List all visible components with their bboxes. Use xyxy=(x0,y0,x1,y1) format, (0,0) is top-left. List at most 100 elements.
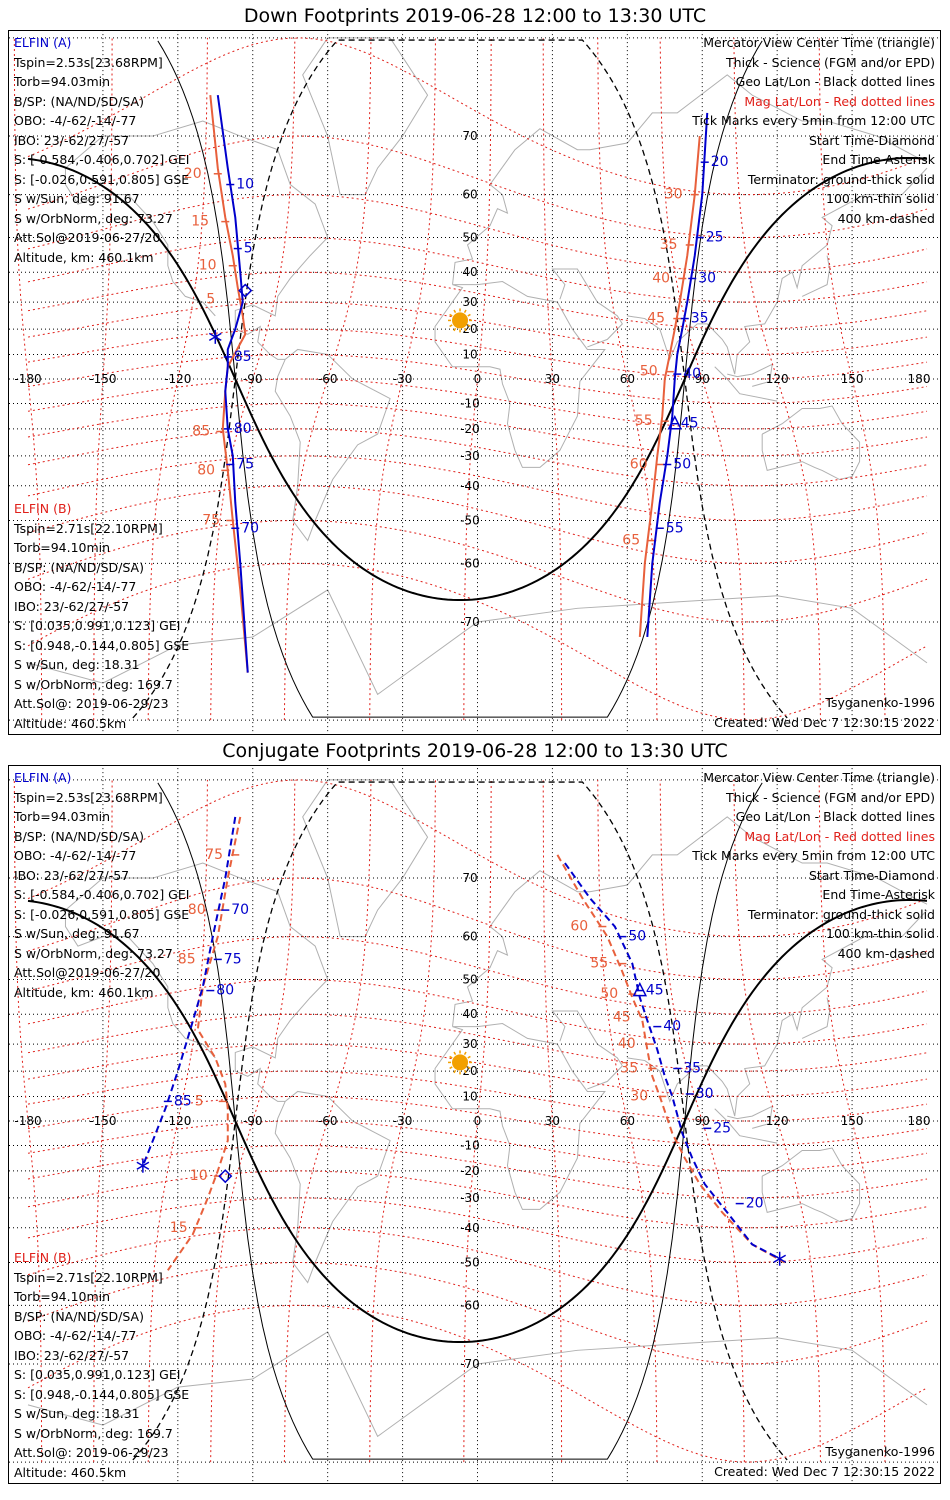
legend-line: End Time-Asterisk xyxy=(822,152,935,167)
elfin-a-track-tick-label: 30 xyxy=(696,1086,714,1102)
lat-label: 50 xyxy=(462,231,477,245)
lon-label: 30 xyxy=(545,1114,560,1128)
elfin-b-track-tick-label: 5 xyxy=(195,1093,204,1109)
sun-ray xyxy=(463,1051,467,1056)
sun-ray xyxy=(453,327,457,332)
mag-meridian xyxy=(818,779,886,1463)
mag-parallel xyxy=(27,1262,928,1365)
coastline xyxy=(714,366,778,402)
mag-meridian xyxy=(733,37,821,721)
coastline xyxy=(65,120,391,542)
elfin-a-info-line: Altitude, km: 460.1km xyxy=(14,249,154,265)
sun-ray xyxy=(463,1069,467,1074)
lon-label: 120 xyxy=(766,1114,789,1128)
mag-parallel xyxy=(27,271,928,330)
elfin-a-track-tick-label: 80 xyxy=(216,983,234,999)
mag-meridian xyxy=(13,779,43,1463)
lat-label: -40 xyxy=(460,479,480,493)
mag-parallel xyxy=(27,1170,928,1229)
lat-label: 70 xyxy=(462,129,477,143)
lon-label: 120 xyxy=(766,372,789,386)
mag-parallel xyxy=(27,328,928,380)
elfin-a-info-line: S: [-0.026,0.591,0.805] GSE xyxy=(14,906,190,922)
elfin-b-info-line: Att.Sol@: 2019-06-29/23 xyxy=(14,1445,169,1460)
lon-label: -90 xyxy=(243,372,263,386)
model-label: Tsyganenko-1996 xyxy=(825,1444,935,1459)
elfin-a-track xyxy=(646,112,709,638)
elfin-b-track-tick-label: 45 xyxy=(613,1009,631,1025)
terminator-ground xyxy=(27,898,928,1344)
elfin-b-track xyxy=(209,95,249,673)
elfin-b-track-tick-label: 65 xyxy=(622,533,640,549)
elfin-a-info-line: IBO: 23/-62/27/-57 xyxy=(14,132,130,148)
lon-label: 60 xyxy=(620,372,635,386)
mag-parallel xyxy=(27,378,928,430)
elfin-a-track-tick-label: 5 xyxy=(244,241,253,257)
elfin-b-header: ELFIN (B) xyxy=(14,501,72,516)
elfin-b-info-line: OBO: -4/-62/-14/-77 xyxy=(14,1328,137,1343)
lon-label: -60 xyxy=(318,372,338,386)
mag-meridian xyxy=(463,37,492,721)
elfin-b-info-line: S w/Sun, deg: 18.31 xyxy=(14,657,140,672)
lat-label: 30 xyxy=(462,295,477,309)
mag-meridian xyxy=(369,37,436,721)
elfin-a-track-tick-label: 20 xyxy=(711,154,729,170)
elfin-b-info-line: S w/Sun, deg: 18.31 xyxy=(14,1406,140,1421)
elfin-a-track-tick-label: 45 xyxy=(646,983,664,999)
legend-line: Thick - Science (FGM and/or EPD) xyxy=(726,54,935,70)
elfin-a-track-tick-label: 45 xyxy=(681,416,699,432)
mag-parallel xyxy=(27,1095,928,1147)
elfin-a-info-line: OBO: -4/-62/-14/-77 xyxy=(14,848,137,863)
mag-meridian xyxy=(463,779,492,1463)
elfin-b-track-tick-label: 30 xyxy=(665,187,683,203)
lon-label: 60 xyxy=(620,1114,635,1128)
elfin-b-track-tick-label: 35 xyxy=(660,237,678,253)
elfin-a-track-tick-label: 25 xyxy=(713,1120,731,1136)
elfin-a-track-tick-label: 70 xyxy=(241,520,259,536)
elfin-b-info-line: B/SP: (NA/ND/SD/SA) xyxy=(14,1308,144,1324)
coastline xyxy=(801,255,831,297)
lat-label: -10 xyxy=(460,1139,480,1153)
created-label: Created: Wed Dec 7 12:30:15 2022 xyxy=(714,1464,935,1479)
lon-label: -150 xyxy=(89,1114,116,1128)
terminator-400km xyxy=(132,781,788,1461)
lat-label: 60 xyxy=(462,188,477,202)
lon-label: -30 xyxy=(393,1114,413,1128)
lon-label: 180 xyxy=(908,1114,931,1128)
down-footprints-map: -180 -150 -120 -90 -60 -30 0 30 60 90 120 150 180 70 6… xyxy=(9,31,940,734)
mag-parallel xyxy=(27,237,928,303)
elfin-b-track-tick-label: 45 xyxy=(647,311,665,327)
legend-line: Terminator: ground-thick solid xyxy=(747,171,935,187)
elfin-a-track-tick-label: 50 xyxy=(628,929,646,945)
legend-line: Start Time-Diamond xyxy=(808,867,935,883)
legend-line: Mag Lat/Lon - Red dotted lines xyxy=(744,828,935,844)
elfin-b-info-line: B/SP: (NA/ND/SD/SA) xyxy=(14,559,144,575)
panel-title-down: Down Footprints 2019-06-28 12:00 to 13:3… xyxy=(243,5,707,27)
sun-ray xyxy=(449,1055,453,1059)
mag-meridian xyxy=(542,779,563,1463)
sun-ray xyxy=(453,1069,457,1074)
mag-meridian xyxy=(818,37,886,721)
sun-icon xyxy=(452,312,469,329)
elfin-a-info-line: Tspin=2.53s[23.68RPM] xyxy=(14,54,163,70)
elfin-b-track-tick-label: 15 xyxy=(170,1220,188,1236)
elfin-a-track-tick-label: 85 xyxy=(174,1093,192,1109)
end-asterisk-icon xyxy=(773,1254,787,1263)
elfin-b-info-line: OBO: -4/-62/-14/-77 xyxy=(14,579,137,594)
down-footprints-panel: -180 -150 -120 -90 -60 -30 0 30 60 90 120 150 180 70 6… xyxy=(8,30,941,735)
elfin-a-track-tick-label: 25 xyxy=(706,230,724,246)
legend-line: Tick Marks every 5min from 12:00 UTC xyxy=(692,848,935,863)
mag-meridian xyxy=(210,37,296,721)
lon-label: 150 xyxy=(841,1114,864,1128)
lat-label: -50 xyxy=(460,513,480,527)
mag-parallel xyxy=(27,301,928,355)
legend-line: 100 km-thin solid xyxy=(826,926,935,941)
elfin-a-header: ELFIN (A) xyxy=(14,35,72,50)
elfin-a-track-tick-label: 70 xyxy=(231,902,249,918)
coastline xyxy=(551,268,623,348)
coastline xyxy=(64,910,216,1059)
elfin-b-info-line: S: [0.948,-0.144,0.805] GSE xyxy=(14,1386,190,1402)
coastline xyxy=(452,816,928,1027)
elfin-b-track-tick-label: 50 xyxy=(640,364,658,380)
elfin-b-info-line: Tspin=2.71s[22.10RPM] xyxy=(14,1269,163,1285)
